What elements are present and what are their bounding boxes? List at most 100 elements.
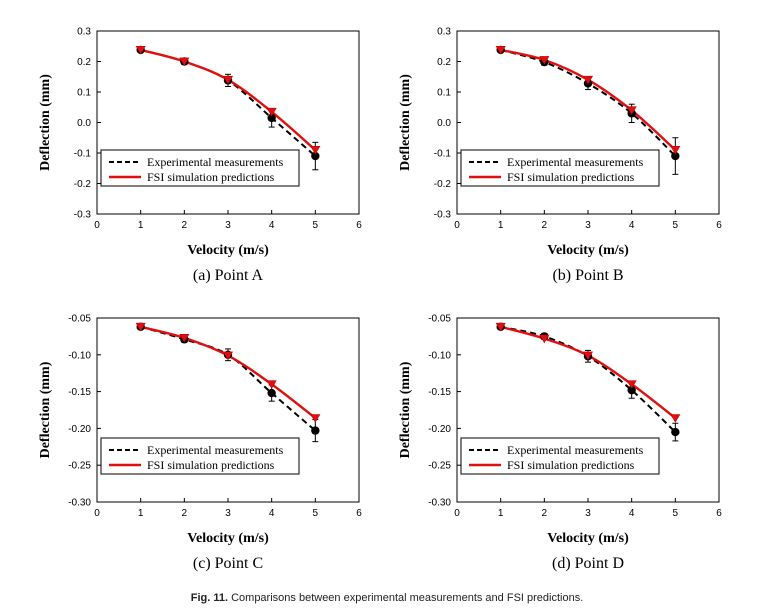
experimental-line xyxy=(140,325,316,432)
y-tick-label: -0.10 xyxy=(68,350,91,361)
y-tick-label: -0.15 xyxy=(428,387,451,398)
x-tick-label: 6 xyxy=(716,220,722,231)
experimental-point xyxy=(671,151,680,161)
experimental-point xyxy=(267,388,276,398)
fsi-point xyxy=(179,57,190,67)
y-tick-label: -0.30 xyxy=(428,498,451,509)
chart-panel-b: 0 1 2 3 4 5 6 -0.3 -0.2 -0.1 0.0 0.1 0.2 0.3 Velocity … xyxy=(398,27,722,285)
experimental-point xyxy=(671,427,680,437)
y-tick-label: 0.2 xyxy=(437,57,451,68)
x-tick-label: 2 xyxy=(182,220,188,231)
x-tick-label: 0 xyxy=(94,508,100,519)
y-axis-title: Deflection (mm) xyxy=(38,361,53,458)
x-tick-label: 2 xyxy=(542,508,548,519)
y-tick-label: -0.30 xyxy=(68,498,91,509)
x-tick-label: 3 xyxy=(225,508,231,519)
x-tick-label: 4 xyxy=(629,220,635,231)
fsi-point xyxy=(670,414,681,423)
experimental-point xyxy=(311,151,320,161)
x-tick-label: 4 xyxy=(269,508,275,519)
x-tick-label: 5 xyxy=(313,508,319,519)
x-tick-label: 1 xyxy=(498,220,504,231)
x-tick-label: 4 xyxy=(269,220,275,231)
x-tick-label: 3 xyxy=(225,220,231,231)
y-axis-title: Deflection (mm) xyxy=(398,74,413,171)
chart-panel-c: 0 1 2 3 4 5 6 -0.30 -0.25 -0.20 -0.15 -0.10 -0.05 Vel… xyxy=(38,314,362,573)
x-tick-label: 1 xyxy=(498,508,504,519)
legend-label-fsi: FSI simulation predictions xyxy=(507,458,635,472)
experimental-line xyxy=(500,325,677,433)
fsi-point xyxy=(222,75,234,85)
fsi-point xyxy=(626,380,637,389)
y-axis-title: Deflection (mm) xyxy=(398,361,413,458)
y-tick-label: 0.0 xyxy=(77,118,91,129)
legend-label-fsi: FSI simulation predictions xyxy=(507,170,635,184)
y-tick-label: -0.05 xyxy=(428,314,451,325)
panel-caption: (b) Point B xyxy=(552,267,623,284)
fsi-point xyxy=(582,75,594,85)
fsi-point xyxy=(135,46,146,55)
x-tick-label: 5 xyxy=(673,220,679,231)
fsi-point xyxy=(179,333,190,343)
x-tick-label: 5 xyxy=(313,220,319,231)
fsi-point xyxy=(539,334,550,344)
legend-label-fsi: FSI simulation predictions xyxy=(147,458,275,472)
y-tick-label: -0.05 xyxy=(68,314,91,325)
panel-caption: (c) Point C xyxy=(193,555,263,572)
chart-panel-d: 0 1 2 3 4 5 6 -0.30 -0.25 -0.20 -0.15 -0.10 -0.05 Vel… xyxy=(398,314,722,573)
legend-box xyxy=(460,437,660,475)
chart-panel-a: 0 1 2 3 4 5 6 -0.3 -0.2 -0.1 0.0 0.1 0.2 0.3 Velocity … xyxy=(38,27,362,285)
x-axis-title: Velocity (m/s) xyxy=(547,531,629,546)
fsi-point xyxy=(495,46,506,55)
x-tick-label: 2 xyxy=(542,220,548,231)
experimental-point xyxy=(267,113,276,123)
x-tick-label: 6 xyxy=(356,220,362,231)
fsi-point xyxy=(266,380,277,389)
y-tick-label: 0.1 xyxy=(77,88,91,99)
x-axis-title: Velocity (m/s) xyxy=(547,243,629,258)
x-axis-title: Velocity (m/s) xyxy=(187,243,269,258)
x-tick-label: 3 xyxy=(585,508,591,519)
x-tick-label: 2 xyxy=(182,508,188,519)
y-tick-label: -0.3 xyxy=(74,210,92,221)
figure-caption-text: Comparisons between experimental measure… xyxy=(231,592,584,604)
y-tick-label: -0.2 xyxy=(434,179,452,190)
y-tick-label: -0.20 xyxy=(68,424,91,435)
fsi-point xyxy=(670,146,681,155)
x-tick-label: 0 xyxy=(454,220,460,231)
y-tick-label: -0.25 xyxy=(68,461,91,472)
fsi-point xyxy=(582,351,594,361)
fsi-point xyxy=(539,56,550,65)
panel-caption: (a) Point A xyxy=(193,267,264,284)
x-tick-label: 5 xyxy=(673,508,679,519)
experimental-point xyxy=(311,426,320,435)
x-tick-label: 1 xyxy=(138,508,144,519)
experimental-line xyxy=(140,48,316,157)
fsi-point xyxy=(310,414,321,423)
x-tick-label: 3 xyxy=(585,220,591,231)
fsi-point xyxy=(495,322,506,332)
x-tick-label: 6 xyxy=(716,508,722,519)
y-tick-label: -0.3 xyxy=(434,210,452,221)
fsi-line xyxy=(500,325,677,420)
y-axis-title: Deflection (mm) xyxy=(38,74,53,171)
x-tick-label: 0 xyxy=(454,508,460,519)
x-axis-title: Velocity (m/s) xyxy=(187,531,269,546)
y-tick-label: 0.0 xyxy=(437,118,451,129)
y-tick-label: -0.10 xyxy=(428,350,451,361)
fsi-point xyxy=(310,146,321,155)
legend-box xyxy=(100,149,300,187)
y-tick-label: -0.1 xyxy=(434,149,452,160)
fsi-line xyxy=(140,48,317,151)
y-tick-label: 0.1 xyxy=(437,88,451,99)
x-tick-label: 4 xyxy=(629,508,635,519)
panel-caption: (d) Point D xyxy=(552,555,624,572)
x-tick-label: 1 xyxy=(138,220,144,231)
fsi-point xyxy=(626,106,637,115)
legend-label-experimental: Experimental measurements xyxy=(507,155,644,169)
figure-caption: Fig. 11. Comparisons between experimenta… xyxy=(0,592,774,604)
legend-label-experimental: Experimental measurements xyxy=(147,155,284,169)
fsi-point xyxy=(222,351,234,361)
experimental-point xyxy=(627,385,636,395)
legend-box xyxy=(460,149,660,187)
